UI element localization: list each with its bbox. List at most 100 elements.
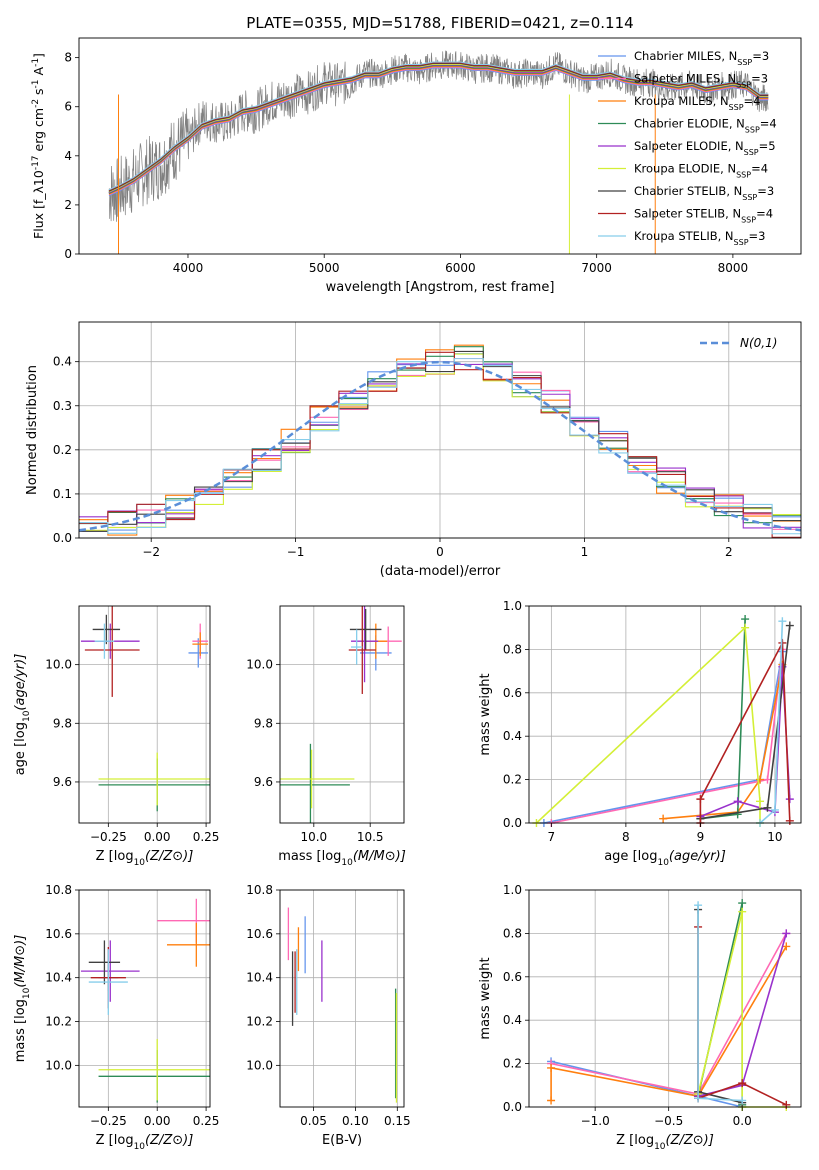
plot-area-age_vs_mass (280, 606, 402, 823)
plot-area-weight_vs_age (532, 615, 794, 827)
y-tick-label: 0.4 (503, 729, 522, 743)
weight-marker (785, 621, 794, 630)
y-tick-label: 10.6 (45, 927, 72, 941)
x-axis-label: age [log10(age/yr)] (604, 849, 726, 868)
legend-label: Kroupa STELIB, NSSP=3 (634, 229, 765, 247)
x-tick-label: 5000 (309, 261, 340, 275)
weight-marker (738, 899, 747, 908)
x-tick-label: 9 (697, 830, 705, 844)
y-tick-label: 4 (64, 149, 72, 163)
weight-marker (738, 907, 747, 916)
weight-marker (694, 901, 703, 910)
weight-marker (756, 797, 765, 806)
legend-label: Salpeter ELODIE, NSSP=5 (634, 139, 776, 157)
model-spectrum-line (108, 65, 769, 195)
x-tick-label: 8 (622, 830, 630, 844)
y-axis-label: mass weight (478, 673, 493, 755)
y-tick-label: 0.2 (503, 773, 522, 787)
legend-label: Chabrier MILES, NSSP=3 (634, 49, 769, 67)
y-tick-label: 0.0 (53, 531, 72, 545)
x-tick-label: −0.25 (90, 1114, 127, 1128)
weight-marker (763, 803, 772, 812)
x-tick-label: 4000 (173, 261, 204, 275)
axes-frame (78, 37, 802, 255)
plot-area-residuals (79, 344, 801, 538)
axes-frame (78, 889, 211, 1108)
x-axis-label: mass [log10(M/M⊙)] (278, 849, 406, 868)
axes-age_vs_Z: −0.25 0.00 0.25 9.6 9.8 10.0 Z [log10(Z/Z⊙)] ag… (13, 605, 219, 868)
legend-label: Salpeter STELIB, NSSP=4 (634, 207, 773, 225)
model-spectrum-line (108, 63, 769, 193)
weight-marker (785, 816, 794, 825)
y-tick-label: 2 (64, 198, 72, 212)
x-tick-label: 10.5 (357, 830, 384, 844)
weight-marker (696, 795, 705, 804)
y-axis-label: mass weight (478, 957, 493, 1039)
y-tick-label: 0.4 (503, 1013, 522, 1027)
y-tick-label: 10.4 (246, 971, 273, 985)
y-axis-label: mass [log10(M/M⊙)] (13, 935, 32, 1063)
y-tick-label: 10.4 (45, 971, 72, 985)
x-tick-label: 0.00 (144, 830, 171, 844)
plot-area-mass_vs_Z (80, 898, 210, 1103)
x-tick-label: −1 (287, 545, 305, 559)
y-tick-label: 0.2 (503, 1057, 522, 1071)
weight-marker (741, 623, 750, 632)
y-tick-label: 10.8 (246, 883, 273, 897)
x-tick-label: −0.5 (654, 1114, 683, 1128)
y-tick-label: 0.6 (503, 970, 522, 984)
axes-frame (279, 605, 405, 824)
x-axis-label: Z [log10(Z/Z⊙)] (96, 849, 194, 868)
plot-area-mass_vs_EBV (287, 907, 398, 1103)
x-tick-label: 0.25 (193, 1114, 220, 1128)
y-tick-label: 10.6 (246, 927, 273, 941)
y-axis-label: Normed distribution (25, 365, 40, 495)
weight-marker (763, 775, 772, 784)
axes-frame (528, 889, 802, 1108)
x-tick-label: 10.0 (300, 830, 327, 844)
axes-spectrum: 4000 5000 6000 7000 8000 0 2 4 6 8 wavelength [Ang… (31, 37, 802, 295)
x-axis-label: (data-model)/error (380, 564, 501, 579)
model-spectrum-line (108, 67, 769, 197)
residual-legend: N(0,1) (700, 336, 777, 350)
weight-marker (733, 797, 742, 806)
y-tick-label: 10.0 (246, 658, 273, 672)
x-axis-label: Z [log10(Z/Z⊙)] (96, 1133, 194, 1152)
y-tick-label: 10.2 (246, 1015, 273, 1029)
y-tick-label: 1.0 (503, 883, 522, 897)
x-axis-label: Z [log10(Z/Z⊙)] (616, 1133, 714, 1152)
y-tick-label: 0.0 (503, 816, 522, 830)
y-tick-label: 10.0 (45, 658, 72, 672)
y-tick-label: 10.0 (45, 1058, 72, 1072)
y-tick-label: 0.4 (53, 355, 72, 369)
residual-histogram (79, 350, 801, 532)
y-tick-label: 0.2 (53, 443, 72, 457)
x-tick-label: 6000 (445, 261, 476, 275)
weight-marker (738, 1079, 747, 1088)
model-spectrum-line (108, 61, 769, 191)
x-tick-label: 8000 (718, 261, 749, 275)
normal-distribution-curve (79, 360, 801, 532)
axes-weight_vs_age: 7 8 9 10 0.0 0.2 0.4 0.6 0.8 1.0 age [log10(age/yr… (478, 599, 802, 868)
x-tick-label: 0.10 (342, 1114, 369, 1128)
axes-frame (78, 321, 802, 539)
legend-label: N(0,1) (740, 336, 777, 350)
axes-frame (528, 605, 802, 824)
y-tick-label: 0.3 (53, 399, 72, 413)
x-tick-label: 0.05 (300, 1114, 327, 1128)
y-tick-label: 0 (64, 247, 72, 261)
y-tick-label: 10.0 (246, 1058, 273, 1072)
y-tick-label: 9.6 (254, 775, 273, 789)
x-tick-label: −2 (142, 545, 160, 559)
y-tick-label: 0.8 (503, 642, 522, 656)
x-tick-label: −0.25 (90, 830, 127, 844)
x-tick-label: 0.0 (733, 1114, 752, 1128)
x-tick-label: 10 (767, 830, 782, 844)
plot-area-spectrum (108, 50, 769, 254)
x-axis-label: wavelength [Angstrom, rest frame] (326, 280, 555, 295)
model-spectrum-line (108, 62, 769, 192)
y-tick-label: 9.6 (53, 775, 72, 789)
model-spectrum-line (108, 65, 769, 194)
